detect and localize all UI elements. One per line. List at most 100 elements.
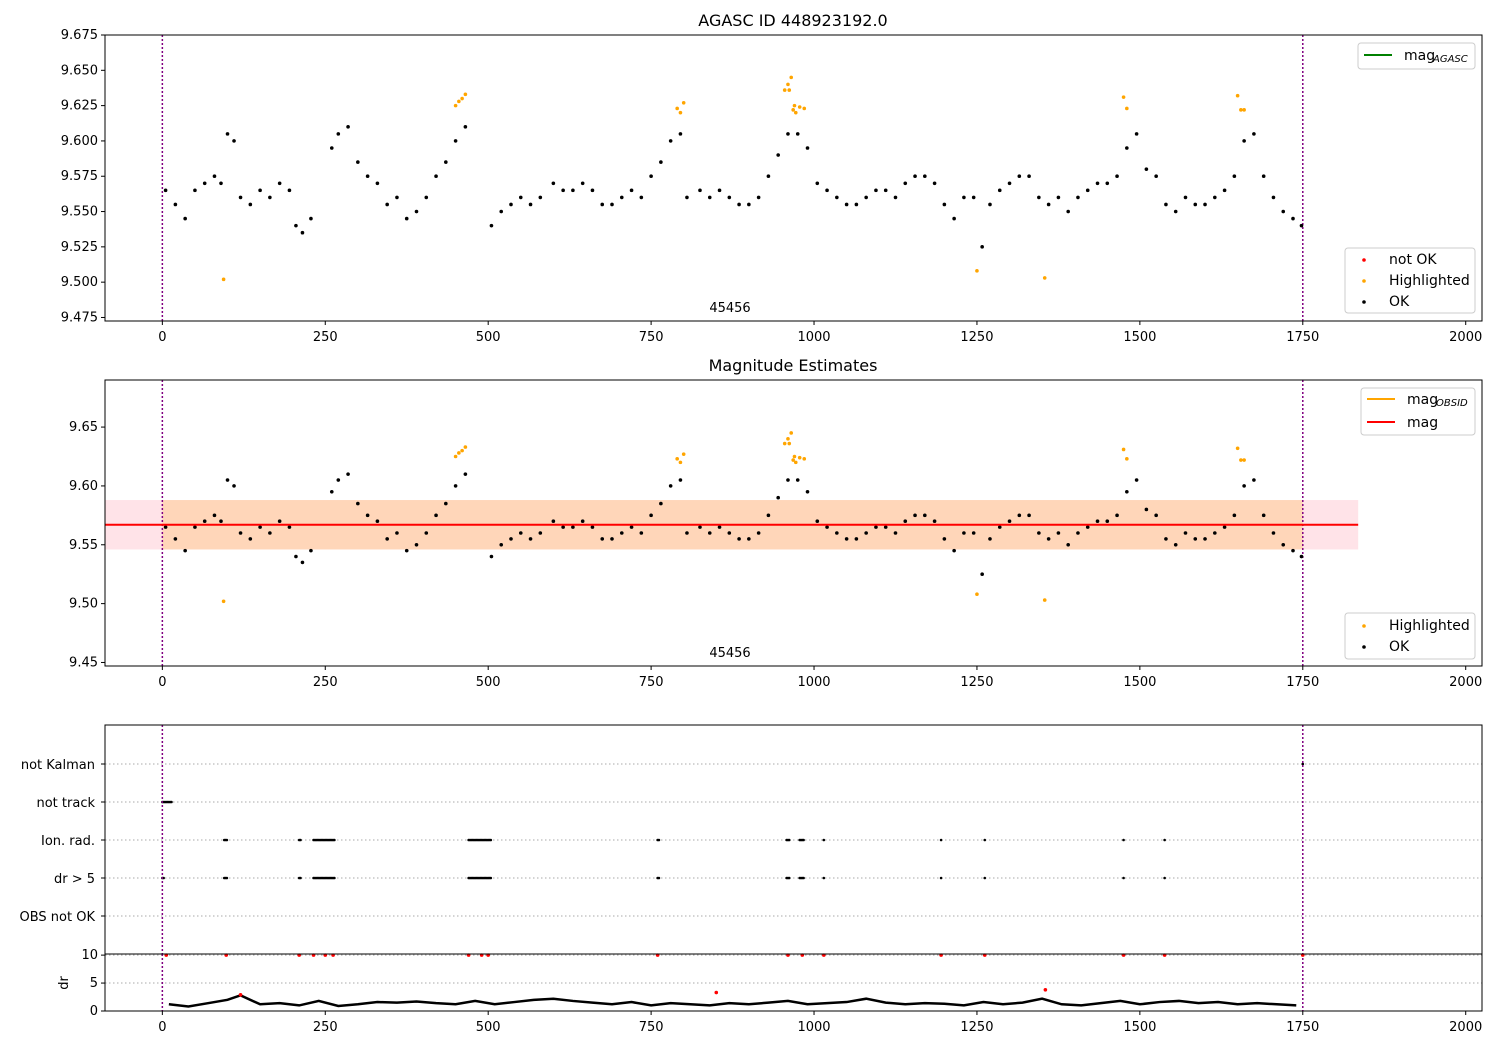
flag-mark [939, 838, 943, 842]
agasc-point-ok [883, 188, 888, 193]
agasc-point-ok [1076, 195, 1080, 200]
agasc-point-ok [183, 216, 187, 221]
agasc-point-highlighted [791, 108, 795, 112]
agasc-point-ok [913, 174, 917, 179]
agasc-point-ok [163, 188, 168, 193]
magnitude-point-ok [980, 572, 984, 576]
flag-mark [787, 876, 791, 880]
flag-mark [1122, 876, 1125, 880]
magnitude-point-ok [287, 525, 292, 529]
magnitude-point-ok [1222, 525, 1227, 529]
magnitude-point-ok [619, 531, 624, 535]
magnitude-ytick-label: 9.45 [69, 655, 98, 670]
agasc-point-ok [202, 181, 207, 186]
dr-xtick-label: 500 [476, 1020, 501, 1035]
agasc-point-ok [1261, 174, 1266, 179]
magnitude-point-ok [1213, 531, 1217, 535]
agasc-point-highlighted [675, 106, 679, 111]
legend-label-ok-2: OK [1389, 639, 1410, 655]
agasc-ytick-label: 9.650 [61, 63, 98, 78]
magnitude-xtick-label: 1500 [1123, 675, 1156, 690]
magnitude-point-highlighted [793, 460, 798, 465]
flags-panel: not Kalman not track Ion. rad. dr > 5 OBS no… [20, 724, 1483, 955]
magnitude-point-ok [404, 548, 409, 553]
agasc-point-ok [1007, 181, 1012, 186]
agasc-point-highlighted [681, 100, 686, 105]
dr-xtick-label: 1750 [1286, 1020, 1319, 1035]
magnitude-panel-title: Magnitude Estimates [709, 356, 878, 375]
agasc-xtick-label: 1250 [960, 330, 993, 345]
agasc-xtick-label: 750 [639, 330, 664, 345]
agasc-point-ok [1203, 202, 1207, 207]
magnitude-point-ok [590, 525, 595, 529]
agasc-point-highlighted [787, 88, 792, 92]
magnitude-point-highlighted [782, 441, 787, 446]
agasc-point-ok [854, 202, 859, 207]
agasc-point-ok [1154, 174, 1158, 179]
agasc-point-ok [219, 181, 223, 186]
agasc-point-ok [590, 188, 595, 193]
agasc-ytick-label: 9.475 [61, 310, 98, 325]
magnitude-point-ok [1017, 513, 1022, 518]
agasc-point-ok [225, 132, 230, 136]
agasc-legend-upper: mag AGASC [1357, 42, 1476, 70]
agasc-point-ok [268, 195, 272, 200]
magnitude-point-highlighted [1125, 457, 1129, 461]
magnitude-point-ok [883, 525, 888, 529]
agasc-point-highlighted [792, 103, 797, 108]
magnitude-point-ok [268, 531, 272, 535]
magnitude-xtick-label: 250 [313, 675, 338, 690]
magnitude-point-highlighted [791, 458, 795, 462]
agasc-point-ok [336, 132, 341, 136]
magnitude-point-highlighted [802, 457, 807, 461]
agasc-point-ok [893, 195, 898, 200]
agasc-point-highlighted [460, 96, 464, 101]
agasc-point-ok [962, 195, 966, 200]
magnitude-point-ok [1232, 513, 1237, 518]
magnitude-point-ok [1193, 537, 1198, 541]
magnitude-point-ok [913, 513, 917, 518]
agasc-point-ok [238, 195, 243, 200]
agasc-point-ok [668, 139, 673, 143]
agasc-point-highlighted [786, 82, 790, 87]
legend-swatch-not-ok [1362, 258, 1366, 262]
magnitude-point-ok [923, 513, 927, 518]
magnitude-point-ok [434, 513, 438, 518]
agasc-point-ok [300, 230, 305, 235]
agasc-point-ok [971, 195, 976, 200]
magnitude-point-ok [518, 531, 523, 535]
magnitude-point-ok [183, 548, 187, 553]
flag-mark [657, 876, 661, 880]
magnitude-point-ok [225, 478, 230, 482]
agasc-ytick-label: 9.600 [61, 134, 98, 149]
agasc-point-ok [1173, 209, 1178, 214]
agasc-point-ok [329, 146, 334, 150]
agasc-point-ok [1183, 195, 1188, 200]
magnitude-legend-lower: Highlighted OK [1344, 612, 1476, 660]
magnitude-point-highlighted [789, 431, 794, 435]
magnitude-point-ok [893, 531, 898, 535]
magnitude-point-ok [854, 537, 859, 541]
flag-label: dr > 5 [54, 872, 95, 887]
agasc-point-ok [309, 216, 313, 221]
magnitude-point-ok [629, 525, 634, 529]
agasc-point-ok [1242, 139, 1246, 143]
agasc-panel-frame [104, 34, 1483, 322]
dr-ytick-label: 0 [90, 1004, 98, 1019]
magnitude-point-ok [499, 542, 504, 547]
magnitude-point-ok [707, 531, 712, 535]
agasc-point-ok [385, 202, 389, 207]
agasc-point-ok [287, 188, 292, 193]
agasc-point-ok [434, 174, 438, 179]
agasc-point-ok [903, 181, 908, 186]
flag-mark [939, 876, 943, 880]
legend-swatch-highlighted [1362, 279, 1366, 283]
magnitude-point-ok [668, 484, 673, 488]
magnitude-point-highlighted [678, 460, 683, 465]
legend-sub-obsid: OBSID [1436, 398, 1468, 409]
agasc-point-highlighted [457, 99, 461, 104]
legend-swatch-ok-2 [1362, 645, 1366, 649]
agasc-point-ok [980, 245, 984, 249]
magnitude-xtick-label: 750 [639, 675, 664, 690]
flag-mark [822, 838, 826, 842]
